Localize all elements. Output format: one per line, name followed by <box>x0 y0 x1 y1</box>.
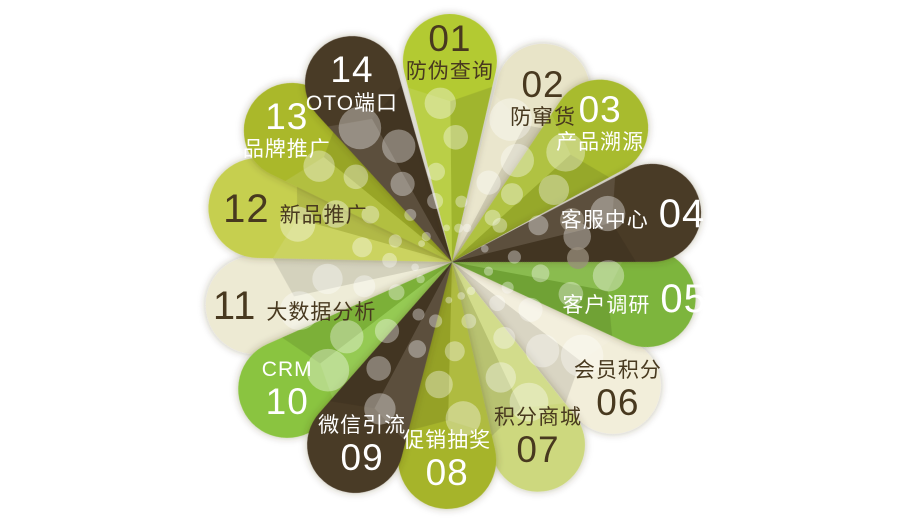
bubble <box>364 393 396 425</box>
bubble <box>330 320 364 354</box>
bubble <box>343 164 369 190</box>
bubble <box>427 162 445 181</box>
bubble <box>493 326 516 349</box>
bubble <box>462 223 472 233</box>
bubble <box>306 348 350 392</box>
bubble <box>388 284 405 301</box>
bubble <box>476 170 501 195</box>
bubble <box>279 291 319 331</box>
bubble <box>538 174 570 205</box>
bubble <box>427 193 444 209</box>
bubble <box>382 129 416 163</box>
bubble <box>366 356 392 381</box>
bubble <box>280 206 316 242</box>
bubble <box>312 263 343 295</box>
bubble <box>546 132 586 172</box>
accent-bubble <box>560 208 584 232</box>
bubble <box>412 308 425 321</box>
accent-bubble <box>567 247 589 269</box>
bubble <box>390 171 415 196</box>
bubble <box>443 224 450 232</box>
bubble <box>489 98 532 141</box>
bubble <box>322 200 350 228</box>
bubble <box>592 260 625 292</box>
petal-03 <box>452 79 649 262</box>
petal-01 <box>402 14 497 262</box>
bubble <box>429 314 443 328</box>
bubble <box>485 362 516 393</box>
petal-07 <box>452 262 585 492</box>
bubble <box>509 382 549 422</box>
bubble <box>425 370 453 399</box>
bubble <box>466 286 476 296</box>
bubble <box>455 195 468 208</box>
bubble <box>461 313 477 329</box>
bubble-decoration <box>279 87 626 437</box>
bubble <box>525 334 560 368</box>
bubble <box>484 209 501 226</box>
bubble <box>489 295 506 312</box>
bubble <box>374 318 400 344</box>
bubble <box>560 334 604 378</box>
bubble <box>500 143 534 178</box>
bubble <box>590 195 626 232</box>
bubble <box>481 245 489 253</box>
bubble <box>445 401 481 437</box>
bubble <box>388 234 402 248</box>
bubble <box>408 340 427 358</box>
bubble <box>531 264 550 283</box>
petal-06 <box>452 262 661 434</box>
petal-layer <box>205 14 701 509</box>
bubble <box>418 240 425 248</box>
bubble <box>483 266 494 276</box>
bubble <box>416 274 425 284</box>
bubble <box>404 208 417 221</box>
bubble <box>558 281 584 307</box>
bubble <box>352 237 373 258</box>
bubble <box>338 106 382 150</box>
bubble <box>443 125 469 150</box>
bubble <box>501 183 523 206</box>
bubble <box>492 218 508 233</box>
petal-09 <box>307 262 452 493</box>
bubble <box>382 252 397 268</box>
bubble <box>528 215 549 236</box>
bubble <box>507 250 521 264</box>
bubble <box>501 281 514 294</box>
bubble <box>444 341 465 362</box>
bubble <box>424 87 456 120</box>
petal-14 <box>305 36 452 262</box>
petal-10 <box>238 262 452 438</box>
bubble <box>445 296 453 304</box>
bubble <box>361 205 380 224</box>
bubble <box>457 292 466 300</box>
bubble <box>518 297 543 322</box>
bubble <box>421 231 431 242</box>
bubble <box>454 223 464 233</box>
bubble <box>353 275 376 298</box>
bubble <box>411 263 419 272</box>
bubble <box>303 150 335 182</box>
